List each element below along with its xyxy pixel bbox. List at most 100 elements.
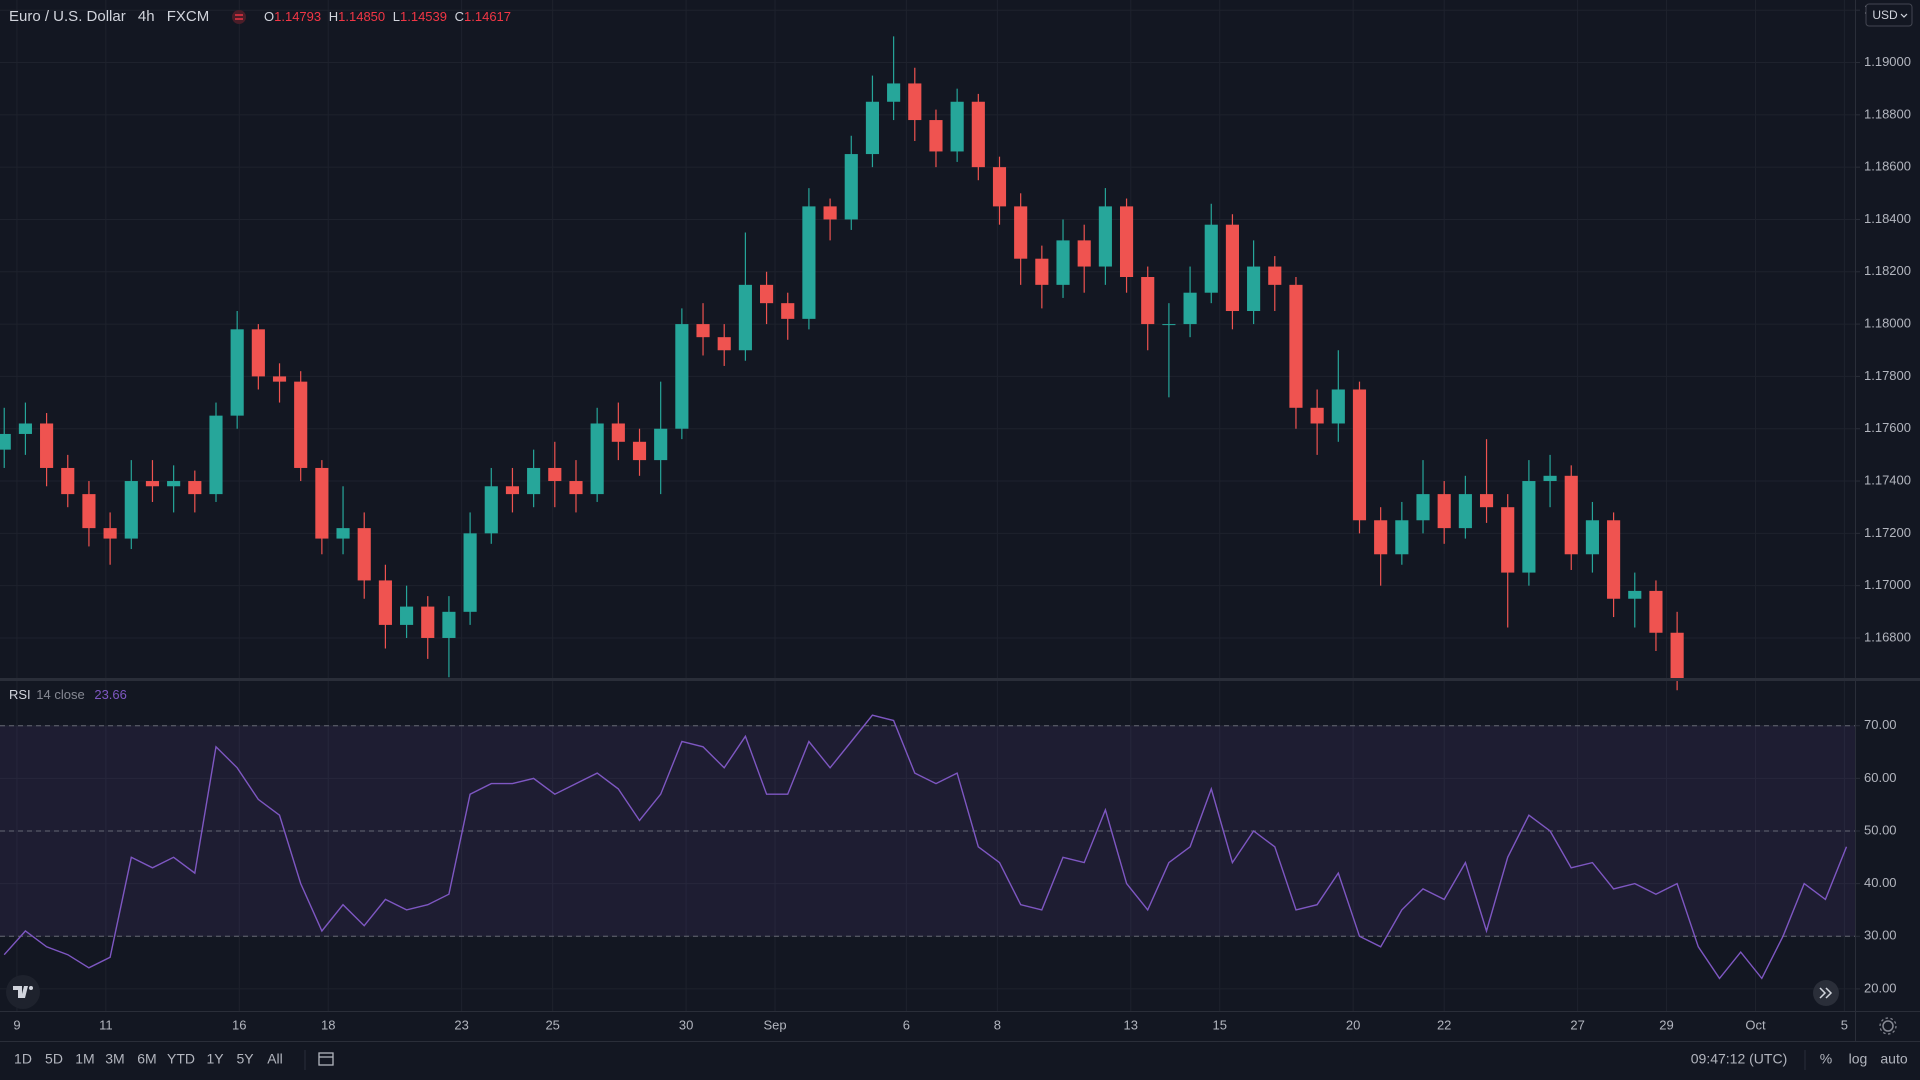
rsi-value: 23.66	[94, 687, 127, 702]
candle-body	[357, 528, 371, 581]
range-button[interactable]: 6M	[137, 1051, 156, 1067]
candle-body	[717, 337, 731, 351]
axis-option-button[interactable]: log	[1849, 1051, 1868, 1067]
rsi-legend: RSI 14 close 23.66	[9, 687, 127, 702]
y-tick-label: 20.00	[1864, 980, 1897, 995]
candle-body	[569, 481, 583, 495]
ohlc-legend: O1.14793 H1.14850 L1.14539 C1.14617	[264, 9, 511, 24]
candle-body	[1649, 590, 1663, 633]
candle-body	[421, 606, 435, 638]
candle-body	[336, 528, 350, 539]
range-button[interactable]: 1D	[14, 1051, 32, 1067]
candle-body	[378, 580, 392, 625]
candle-body	[1268, 266, 1282, 285]
y-tick-label: 1.18800	[1864, 106, 1911, 121]
candle-body	[844, 154, 858, 220]
candle-body	[1310, 407, 1324, 424]
currency-caret	[1900, 13, 1908, 18]
range-button[interactable]: 5Y	[236, 1051, 254, 1067]
candle-body	[1564, 475, 1578, 555]
ohlc-value: 1.14793	[274, 9, 321, 24]
y-tick-label: 40.00	[1864, 875, 1897, 890]
candle-body	[675, 324, 689, 429]
candle-body	[1204, 224, 1218, 293]
range-button[interactable]: 1Y	[206, 1051, 224, 1067]
candle-body	[590, 423, 604, 495]
candle-body	[1225, 224, 1239, 312]
ohlc-key: C	[455, 9, 464, 24]
candle-body	[738, 284, 752, 351]
y-tick-label: 50.00	[1864, 822, 1897, 837]
candle-body	[209, 415, 223, 495]
candle-body	[1416, 494, 1430, 521]
candle-body	[1014, 206, 1028, 259]
candle-body	[145, 481, 160, 487]
range-button[interactable]: 3M	[105, 1051, 124, 1067]
candle-body	[272, 376, 287, 382]
gear	[1882, 1020, 1894, 1032]
y-tick-label: 1.17000	[1864, 577, 1911, 592]
range-button[interactable]: 1M	[75, 1051, 94, 1067]
axis-option-button[interactable]: %	[1820, 1051, 1832, 1067]
axis-option-button[interactable]: auto	[1880, 1051, 1907, 1067]
y-tick-label: 1.18400	[1864, 211, 1911, 226]
market-status-icon[interactable]	[232, 10, 246, 24]
candle-body	[1374, 520, 1388, 555]
y-tick-label: 60.00	[1864, 770, 1897, 785]
range-button[interactable]: All	[267, 1051, 283, 1067]
candle-body	[1098, 206, 1112, 267]
x-tick-label: 13	[1124, 1017, 1138, 1032]
y-tick-label: 70.00	[1864, 717, 1897, 732]
range-button[interactable]: 5D	[45, 1051, 63, 1067]
candle-body	[442, 611, 456, 638]
logo-dot	[29, 986, 33, 990]
candle-body	[1501, 507, 1515, 573]
currency: USD	[1872, 8, 1898, 22]
candle-body	[315, 467, 329, 539]
x-tick-label: 25	[545, 1017, 559, 1032]
rsi-band	[0, 725, 1855, 937]
candle-body	[82, 494, 96, 529]
candle-body	[1056, 240, 1070, 285]
y-tick-label: 1.18200	[1864, 263, 1911, 278]
x-tick-label: 30	[679, 1017, 693, 1032]
candle-body	[188, 481, 202, 495]
candle-body	[1162, 324, 1176, 326]
candle-body	[124, 481, 138, 539]
y-tick-label: 30.00	[1864, 928, 1897, 943]
date-range-button[interactable]	[318, 1052, 334, 1066]
candle-body	[18, 423, 32, 434]
settings-button[interactable]	[1879, 1017, 1897, 1035]
candle-body	[463, 533, 477, 612]
candle-body	[0, 433, 11, 450]
candle-body	[1395, 520, 1409, 555]
y-tick-label: 1.19000	[1864, 54, 1911, 69]
range-button[interactable]: YTD	[167, 1051, 195, 1067]
candle-body	[1141, 277, 1155, 325]
currency-button[interactable]: USD	[1865, 3, 1913, 27]
clock: 09:47:12 (UTC)	[1691, 1051, 1787, 1067]
rsi-params: 14 close	[36, 687, 84, 702]
ohlc-key: O	[264, 9, 274, 24]
candle-body	[230, 329, 244, 416]
x-tick-label: 16	[232, 1017, 246, 1032]
logo[interactable]	[6, 975, 40, 1009]
candle-body	[1437, 494, 1451, 529]
scroll-to-realtime[interactable]	[1813, 980, 1839, 1006]
candle-body	[971, 101, 985, 168]
toolbar: 1D 5D 1M 3M 6M YTD 1Y 5Y All% log auto	[14, 1051, 1908, 1067]
candle-body	[1607, 520, 1621, 599]
y-tick-label: 1.18600	[1864, 159, 1911, 174]
ohlc-value: 1.14617	[464, 9, 511, 24]
candle-body	[1543, 475, 1557, 482]
x-tick-label: 20	[1346, 1017, 1360, 1032]
source: FXCM	[167, 8, 210, 25]
candle-body	[40, 423, 54, 468]
calendar-icon	[318, 1052, 334, 1066]
candle-body	[950, 101, 964, 152]
candle-body	[103, 528, 117, 539]
candle-body	[929, 120, 943, 152]
candle-body	[908, 83, 922, 121]
